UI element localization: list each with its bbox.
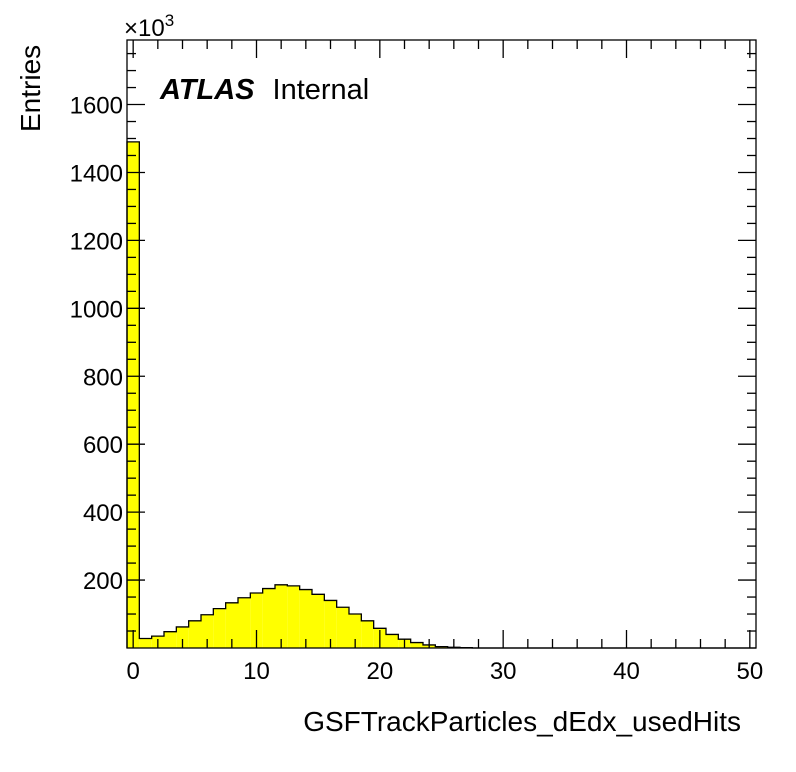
atlas-status-label: Internal — [273, 74, 370, 106]
y-tick-label: 1000 — [70, 296, 123, 323]
histogram-bar — [262, 588, 275, 648]
histogram-bar — [312, 594, 325, 648]
x-tick-label: 50 — [736, 658, 763, 685]
histogram-bar — [238, 597, 251, 648]
histogram-bar — [410, 642, 423, 648]
x-tick-label: 30 — [490, 658, 517, 685]
x-tick-label: 10 — [243, 658, 270, 685]
x-tick-labels: 0 10 20 30 40 50 — [126, 658, 763, 685]
histogram-bar — [299, 589, 312, 648]
atlas-label: ATLAS Internal — [159, 74, 369, 106]
x-axis-title: GSFTrackParticles_dEdx_usedHits — [303, 706, 741, 737]
histogram-bar — [287, 585, 300, 648]
histogram-outline — [126, 141, 756, 649]
histogram-bar — [139, 638, 152, 648]
y-multiplier-base: ×10 — [124, 15, 165, 42]
y-tick-label: 1600 — [70, 93, 123, 120]
x-tick-label: 0 — [126, 658, 139, 685]
y-tick-label: 400 — [83, 500, 123, 527]
histogram-bar — [225, 602, 238, 648]
atlas-experiment-label: ATLAS — [159, 74, 255, 106]
histogram-bar — [201, 614, 214, 648]
histogram-bar — [336, 607, 349, 648]
y-axis-title: Entries — [15, 45, 46, 132]
axis-ticks — [127, 40, 756, 648]
histogram-bar — [213, 608, 226, 648]
y-tick-label: 800 — [83, 364, 123, 391]
plot-frame — [126, 39, 757, 649]
y-tick-label: 1200 — [70, 228, 123, 255]
y-tick-label: 600 — [83, 432, 123, 459]
histogram-bar — [127, 141, 140, 648]
histogram-bar — [250, 592, 263, 648]
y-multiplier-label: ×103 — [124, 11, 174, 42]
x-tick-label: 20 — [366, 658, 393, 685]
histogram-bar — [386, 634, 399, 648]
histogram-bar — [275, 584, 288, 648]
y-tick-labels: 200 400 600 800 1000 1200 1400 1600 — [70, 93, 123, 596]
histogram-bar — [361, 620, 374, 648]
x-tick-label: 40 — [613, 658, 640, 685]
histogram-bar — [164, 631, 177, 648]
histogram-bars — [127, 141, 473, 648]
histogram-bar — [349, 614, 362, 648]
histogram-bar — [324, 600, 337, 648]
histogram-bar — [435, 646, 448, 648]
histogram-bar — [176, 626, 189, 648]
y-tick-label: 200 — [83, 568, 123, 595]
y-multiplier-exponent: 3 — [165, 11, 174, 30]
y-tick-label: 1400 — [70, 160, 123, 187]
histogram-bar — [188, 620, 201, 648]
